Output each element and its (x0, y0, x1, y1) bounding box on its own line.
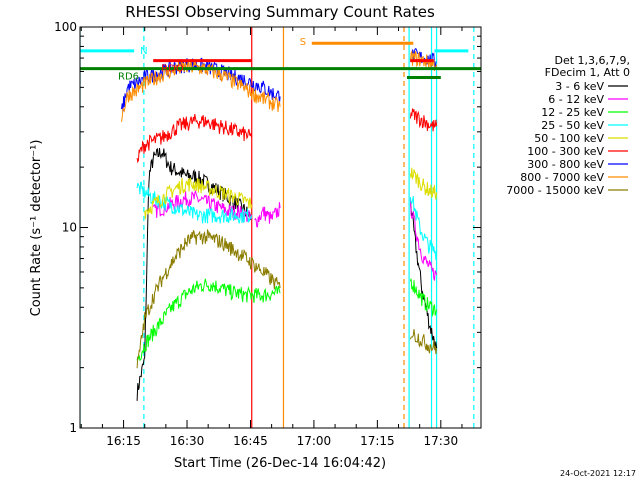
plot-marks (80, 27, 481, 428)
x-tick-label-1: 16:30 (170, 434, 205, 448)
flag-label-4: RD6 (118, 72, 139, 83)
series-3 (136, 181, 438, 260)
timestamp-label: 24-Oct-2021 12:17 (560, 469, 636, 478)
series-line-6-0 (121, 57, 281, 112)
plot-area: N RDO RD6 S (80, 27, 481, 428)
series-2 (136, 278, 438, 361)
series-line-4-1 (409, 167, 438, 200)
legend: Det 1,3,6,7,9,FDecim 1, Att 03 - 6 keV6 … (506, 54, 630, 197)
series-line-8-0 (136, 228, 281, 369)
legend-label-8: 7000 - 15000 keV (506, 184, 604, 197)
series-line-5-0 (136, 113, 253, 164)
legend-label-6: 300 - 800 keV (527, 158, 604, 171)
series-line-2-0 (136, 278, 281, 361)
x-tick-label-5: 17:30 (424, 434, 459, 448)
series-8 (136, 228, 438, 369)
series-line-3-0 (136, 181, 253, 224)
series-line-1-1 (254, 202, 281, 228)
series-line-5-1 (409, 108, 438, 132)
y-tick-label-1: 10 (62, 221, 77, 235)
y-axis-label: Count Rate (s⁻¹ detector⁻¹) (29, 140, 44, 317)
series-line-4-0 (144, 177, 253, 220)
y-tick-label-0: 1 (69, 421, 77, 435)
x-axis-label: Start Time (26-Dec-14 16:04:42) (174, 456, 386, 471)
x-tick-label-0: 16:15 (106, 434, 141, 448)
series-line-3-1 (409, 196, 438, 260)
legend-label-4: 50 - 100 keV (534, 132, 604, 145)
series-line-2-1 (409, 278, 438, 318)
series-5 (136, 108, 438, 164)
legend-label-2: 12 - 25 keV (541, 106, 604, 119)
flag-label-2: RDO (161, 64, 184, 75)
legend-label-1: 6 - 12 keV (548, 93, 604, 106)
series-line-1-2 (409, 197, 438, 281)
series-line-0-0 (136, 147, 253, 401)
legend-label-0: 3 - 6 keV (555, 80, 604, 93)
x-tick-label-3: 17:00 (297, 434, 332, 448)
legend-header-0: Det 1,3,6,7,9, (554, 54, 630, 67)
series-4 (144, 167, 438, 220)
chart-title: RHESSI Observing Summary Count Rates (125, 3, 435, 21)
axes: 16:15 16:30 16:45 17:00 17:15 17:30 1 10 100 (54, 20, 482, 448)
series-line-0-1 (409, 199, 438, 351)
y-tick-label-2: 100 (54, 20, 77, 34)
x-tick-label-2: 16:45 (233, 434, 268, 448)
legend-label-7: 800 - 7000 keV (520, 171, 604, 184)
flag-label-6: S (300, 37, 306, 48)
x-tick-label-4: 17:15 (360, 434, 395, 448)
legend-label-5: 100 - 300 keV (527, 145, 604, 158)
series-0 (136, 147, 438, 401)
legend-label-3: 25 - 50 keV (541, 119, 604, 132)
legend-header-1: FDecim 1, Att 0 (545, 66, 630, 79)
series-line-8-1 (409, 329, 438, 355)
flag-label-0: N (140, 46, 147, 57)
